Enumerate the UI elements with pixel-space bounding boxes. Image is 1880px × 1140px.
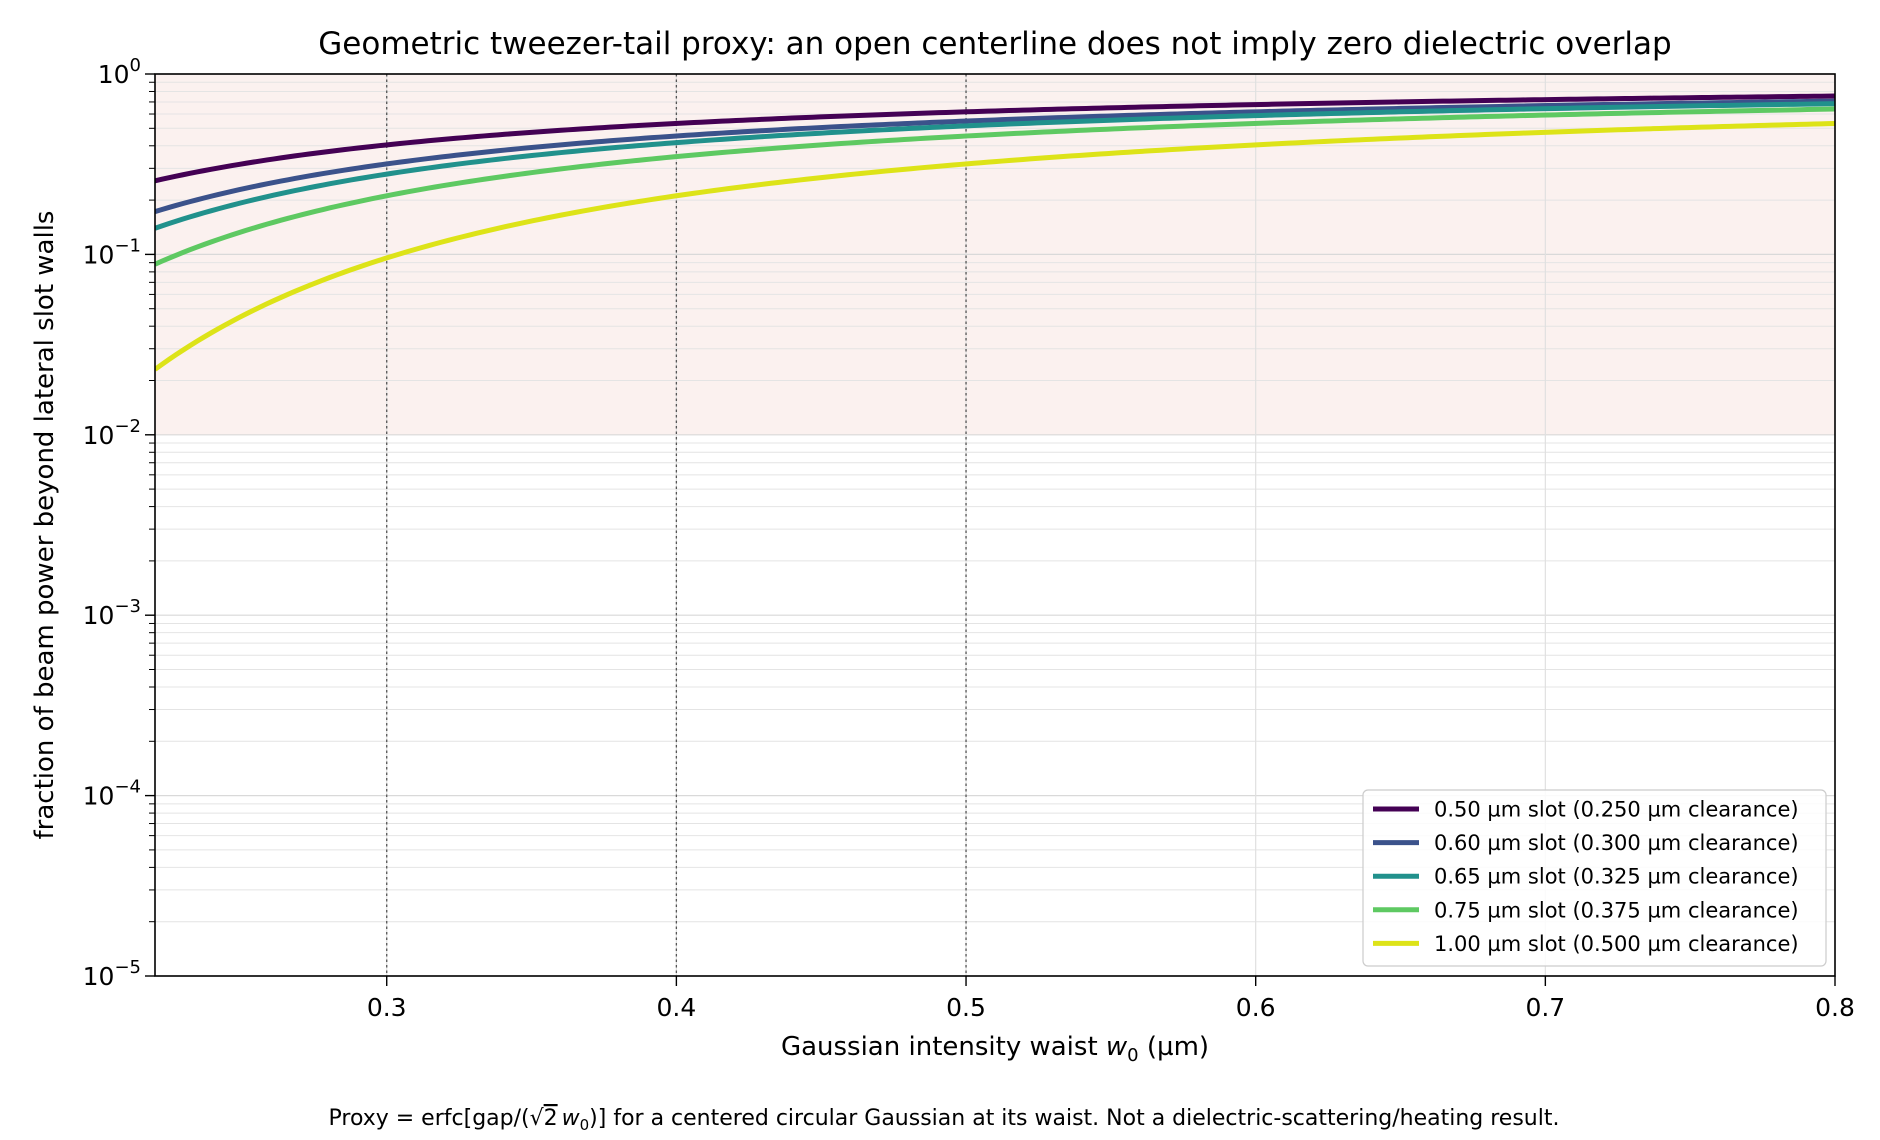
x-axis-ticks: 0.3 0.4 0.5 0.6 0.7 0.8 [367, 976, 1855, 1022]
legend-label: 0.50 µm slot (0.250 µm clearance) [1434, 798, 1799, 822]
legend-label: 0.65 µm slot (0.325 µm clearance) [1434, 865, 1799, 889]
x-tick-label: 0.4 [656, 993, 696, 1022]
series-line-2 [155, 98, 1835, 214]
y-tick-label: 10−2 [83, 416, 141, 450]
chart-title: Geometric tweezer-tail proxy: an open ce… [318, 26, 1671, 62]
y-tick-label: 10−3 [83, 596, 141, 630]
series-line-3 [155, 101, 1835, 231]
reference-vlines [386, 74, 967, 976]
y-axis-ticks: 100 10−1 10−2 10−3 10−4 10−5 [83, 55, 155, 991]
series-line-1 [155, 93, 1835, 184]
x-tick-label: 0.8 [1815, 993, 1855, 1022]
plot-frame [154, 73, 1836, 977]
series-layer [155, 93, 1835, 372]
footnote: Proxy = erfc[gap/(√2 w0)] for a centered … [329, 1106, 1560, 1134]
x-tick-label: 0.5 [946, 993, 986, 1022]
legend-frame [1362, 789, 1827, 967]
series-line-5 [155, 120, 1835, 372]
x-tick-label: 0.6 [1236, 993, 1276, 1022]
legend-label: 1.00 µm slot (0.500 µm clearance) [1434, 932, 1799, 956]
x-tick-label: 0.3 [367, 993, 407, 1022]
y-tick-label: 10−1 [83, 235, 141, 269]
series-line-4 [155, 106, 1835, 267]
legend-label: 0.75 µm slot (0.375 µm clearance) [1434, 898, 1799, 922]
y-tick-label: 10−5 [83, 957, 141, 991]
x-axis-label: Gaussian intensity waist w0 (µm) [781, 1032, 1209, 1066]
x-tick-label: 0.7 [1525, 993, 1565, 1022]
y-axis-label: fraction of beam power beyond lateral sl… [30, 211, 60, 840]
y-tick-label: 100 [98, 55, 141, 89]
legend-label: 0.60 µm slot (0.300 µm clearance) [1434, 831, 1799, 855]
legend: 0.50 µm slot (0.250 µm clearance) 0.60 µm… [1362, 789, 1827, 967]
y-tick-label: 10−4 [83, 777, 141, 811]
